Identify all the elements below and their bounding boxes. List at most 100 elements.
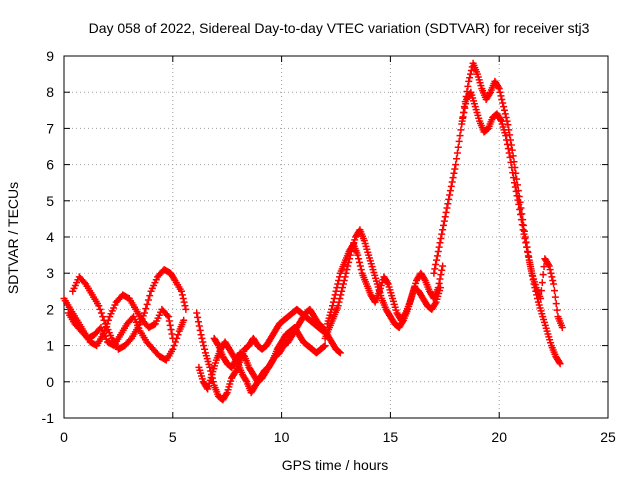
data-point bbox=[546, 266, 554, 274]
data-point bbox=[500, 106, 508, 114]
x-tick-label: 5 bbox=[169, 429, 177, 445]
data-point bbox=[333, 284, 341, 292]
data-point bbox=[242, 376, 250, 384]
data-point bbox=[168, 330, 176, 338]
data-point bbox=[502, 132, 510, 140]
data-point bbox=[200, 342, 208, 350]
data-point bbox=[439, 226, 447, 234]
data-point bbox=[496, 88, 504, 96]
data-point bbox=[442, 208, 450, 216]
data-point bbox=[146, 292, 154, 300]
data-point bbox=[556, 360, 564, 368]
data-point bbox=[433, 256, 441, 264]
data-point bbox=[143, 300, 151, 308]
data-point bbox=[456, 132, 464, 140]
data-point bbox=[522, 239, 530, 247]
series-sat-track-d bbox=[193, 305, 327, 404]
data-point bbox=[502, 114, 510, 122]
x-tick-label: 10 bbox=[274, 429, 290, 445]
data-point bbox=[452, 161, 460, 169]
data-point bbox=[500, 103, 508, 111]
data-point bbox=[447, 182, 455, 190]
series-sat-track-j bbox=[458, 88, 566, 331]
data-point bbox=[170, 342, 178, 350]
data-point bbox=[508, 163, 516, 171]
data-point bbox=[498, 95, 506, 103]
data-point bbox=[464, 82, 472, 90]
data-point bbox=[166, 321, 174, 329]
data-point bbox=[516, 205, 524, 213]
data-point bbox=[354, 251, 362, 259]
data-point bbox=[96, 305, 104, 313]
data-point bbox=[99, 313, 107, 321]
series-sat-track-h bbox=[323, 240, 444, 328]
data-point bbox=[506, 153, 514, 161]
data-point bbox=[357, 266, 365, 274]
data-point bbox=[545, 262, 553, 270]
data-point bbox=[501, 110, 509, 118]
data-point bbox=[552, 300, 560, 308]
data-point bbox=[331, 291, 339, 299]
series-sat-track-i bbox=[430, 59, 564, 368]
data-point bbox=[201, 345, 209, 353]
data-point bbox=[451, 165, 459, 173]
data-point bbox=[165, 317, 173, 325]
y-tick-label: 8 bbox=[46, 84, 54, 100]
data-point bbox=[513, 192, 521, 200]
data-point bbox=[510, 179, 518, 187]
data-point bbox=[518, 221, 526, 229]
data-point bbox=[446, 187, 454, 195]
data-point bbox=[503, 136, 511, 144]
data-point bbox=[465, 77, 473, 85]
data-point bbox=[551, 293, 559, 301]
data-point bbox=[321, 342, 329, 350]
data-point bbox=[420, 275, 428, 283]
data-point bbox=[430, 269, 438, 277]
data-point bbox=[517, 204, 525, 212]
data-point bbox=[170, 275, 178, 283]
data-point bbox=[171, 338, 179, 346]
data-point bbox=[167, 326, 175, 334]
data-point bbox=[446, 191, 454, 199]
data-point bbox=[334, 280, 342, 288]
data-point bbox=[539, 271, 547, 279]
data-point bbox=[173, 334, 181, 342]
x-tick-label: 0 bbox=[60, 429, 68, 445]
data-point bbox=[80, 279, 88, 287]
data-point bbox=[95, 302, 103, 310]
data-point bbox=[169, 345, 177, 353]
y-axis-label: SDTVAR / TECUs bbox=[5, 182, 21, 294]
data-point bbox=[523, 243, 531, 251]
data-point bbox=[164, 313, 172, 321]
x-axis-ticks: 0 5 10 15 20 25 bbox=[60, 56, 616, 445]
data-point bbox=[550, 287, 558, 295]
x-tick-label: 15 bbox=[383, 429, 399, 445]
data-point bbox=[401, 310, 409, 318]
data-point bbox=[194, 313, 202, 321]
data-point bbox=[180, 298, 188, 306]
y-tick-label: 3 bbox=[46, 265, 54, 281]
data-point bbox=[436, 239, 444, 247]
data-point bbox=[519, 226, 527, 234]
data-point bbox=[197, 331, 205, 339]
data-point bbox=[437, 271, 445, 279]
data-point bbox=[537, 295, 545, 303]
data-point bbox=[206, 363, 214, 371]
data-point bbox=[435, 243, 443, 251]
data-point bbox=[97, 309, 105, 317]
data-point bbox=[538, 279, 546, 287]
data-point bbox=[100, 316, 108, 324]
data-point bbox=[195, 322, 203, 330]
data-point bbox=[445, 195, 453, 203]
data-point bbox=[454, 143, 462, 151]
data-point bbox=[466, 70, 474, 78]
data-point bbox=[196, 326, 204, 334]
data-point bbox=[431, 300, 439, 308]
data-point bbox=[141, 309, 149, 317]
x-axis-label: GPS time / hours bbox=[282, 457, 389, 473]
data-point bbox=[514, 196, 522, 204]
data-point bbox=[356, 262, 364, 270]
data-point bbox=[438, 230, 446, 238]
data-point bbox=[520, 230, 528, 238]
